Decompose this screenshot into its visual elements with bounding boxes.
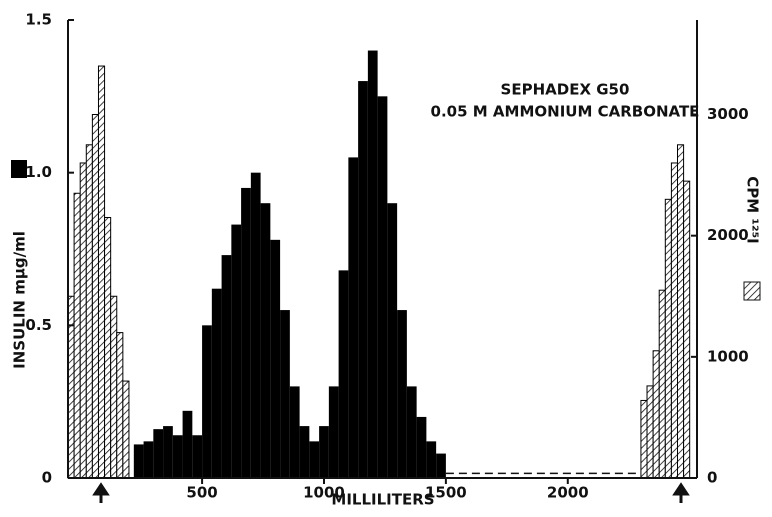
- bar: [319, 426, 329, 478]
- bar: [328, 386, 339, 478]
- bar: [250, 172, 261, 478]
- bar: [153, 429, 164, 478]
- bar: [270, 239, 281, 478]
- bar: [110, 295, 118, 479]
- bar: [670, 162, 678, 479]
- bar: [182, 410, 193, 478]
- y2-axis-label: CPM ¹²⁵I: [744, 176, 762, 243]
- bar: [192, 435, 203, 478]
- bar: [143, 441, 154, 478]
- bar: [122, 380, 130, 479]
- bar: [97, 65, 106, 479]
- bar: [652, 350, 660, 479]
- bar: [367, 50, 378, 479]
- annotation: 0.05 M AMMONIUM CARBONATE: [431, 103, 700, 121]
- y-tick-label: 0: [42, 469, 52, 487]
- x-tick-label: 1500: [425, 484, 467, 502]
- arrow: [92, 482, 110, 503]
- legend-swatch: [11, 160, 27, 178]
- bar: [163, 426, 173, 478]
- bar: [104, 216, 112, 479]
- bar: [387, 203, 398, 478]
- bar: [299, 426, 310, 478]
- annotation: SEPHADEX G50: [501, 81, 630, 99]
- bar: [202, 325, 212, 478]
- bar: [436, 453, 446, 478]
- bar: [397, 310, 407, 478]
- x-tick-label: 2000: [547, 484, 589, 502]
- bar: [640, 399, 648, 479]
- x-tick-label: 1000: [303, 484, 345, 502]
- bar: [91, 114, 99, 479]
- arrow: [672, 482, 690, 503]
- bar: [658, 289, 666, 479]
- y2-tick-label: 2000: [707, 226, 749, 244]
- bar: [79, 162, 87, 479]
- y-tick-label: 1.0: [25, 163, 52, 181]
- bar: [348, 157, 359, 478]
- bar: [377, 96, 388, 478]
- bar: [683, 180, 691, 479]
- bar: [676, 144, 685, 479]
- y2-tick-label: 3000: [707, 105, 749, 123]
- y-tick-label: 1.5: [25, 11, 52, 29]
- bar: [211, 288, 222, 478]
- x-axis-label: MILLILITERS: [331, 491, 434, 509]
- bar: [85, 144, 93, 479]
- y-axis-label: INSULIN mμg/ml: [11, 231, 29, 369]
- bar: [231, 224, 242, 478]
- y2-tick-label: 0: [707, 469, 717, 487]
- bar: [289, 386, 300, 478]
- bar: [116, 332, 124, 479]
- bar: [416, 416, 427, 478]
- bar: [133, 444, 144, 478]
- bar: [426, 441, 437, 478]
- bar: [221, 255, 232, 478]
- bar: [338, 270, 349, 478]
- bar: [241, 187, 251, 478]
- bar: [406, 386, 417, 478]
- bar: [664, 198, 672, 479]
- y2-tick-label: 1000: [707, 347, 749, 365]
- legend-swatch: [743, 281, 761, 301]
- bar: [260, 203, 271, 478]
- y-tick-label: 0.5: [25, 316, 52, 334]
- bar: [646, 385, 654, 479]
- x-tick-label: 500: [186, 484, 217, 502]
- bar: [172, 435, 183, 478]
- bar: [280, 310, 290, 478]
- bar: [309, 441, 320, 478]
- bar: [73, 192, 81, 479]
- bar: [358, 81, 368, 479]
